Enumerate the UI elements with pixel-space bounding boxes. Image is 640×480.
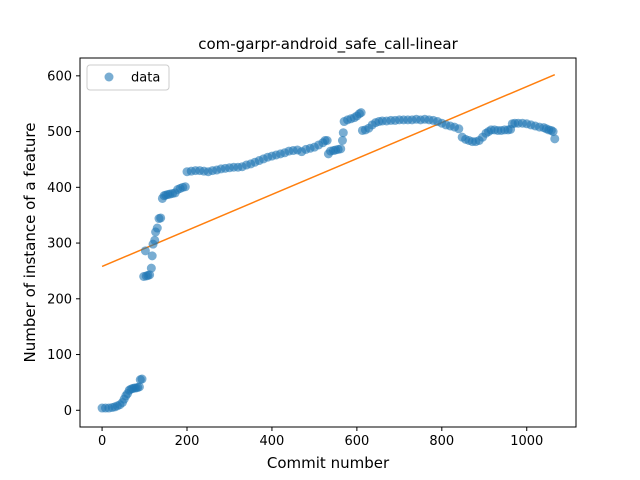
x-tick-label: 1000 [510,434,543,449]
data-point [152,223,162,233]
data-point [134,382,144,392]
legend-frame [86,64,170,91]
fit-line [101,74,556,268]
x-axis-ticks: 0 200 400 600 800 1000 [98,427,543,449]
legend-marker-data [104,72,114,82]
x-tick-label: 600 [344,434,369,449]
y-axis-label: Number of instance of a feature [21,123,39,363]
data-point [548,127,558,137]
x-axis-label: Commit number [267,454,390,472]
y-tick-label: 200 [47,292,72,307]
y-tick-label: 100 [47,348,72,363]
y-axis-ticks: 0 100 200 300 400 500 600 [47,69,80,419]
data-point [550,134,560,144]
data-point [140,246,150,256]
x-tick-label: 200 [175,434,200,449]
data-point [338,128,348,138]
x-tick-label: 400 [260,434,285,449]
y-tick-label: 300 [47,237,72,252]
data-point [146,263,156,273]
data-point [137,374,147,384]
x-tick-label: 0 [98,434,106,449]
data-point [156,213,166,223]
data-point [454,124,464,134]
plot-area [79,57,577,428]
data-point [322,136,332,145]
data-point [147,251,157,261]
y-tick-label: 600 [47,69,72,84]
fit-line-layer [101,74,556,268]
data-point [337,136,347,145]
data-points-layer [97,108,560,413]
chart-title: com-garpr-android_safe_call-linear [198,35,458,54]
y-tick-label: 400 [47,181,72,196]
y-tick-label: 500 [47,125,72,140]
legend: data [86,64,170,91]
plot-frame [79,57,577,428]
legend-label-data: data [131,71,160,86]
data-point [356,108,366,118]
data-point [180,182,190,192]
y-tick-label: 0 [64,404,72,419]
data-point [336,144,346,154]
x-tick-label: 800 [429,434,454,449]
data-point [150,235,160,245]
